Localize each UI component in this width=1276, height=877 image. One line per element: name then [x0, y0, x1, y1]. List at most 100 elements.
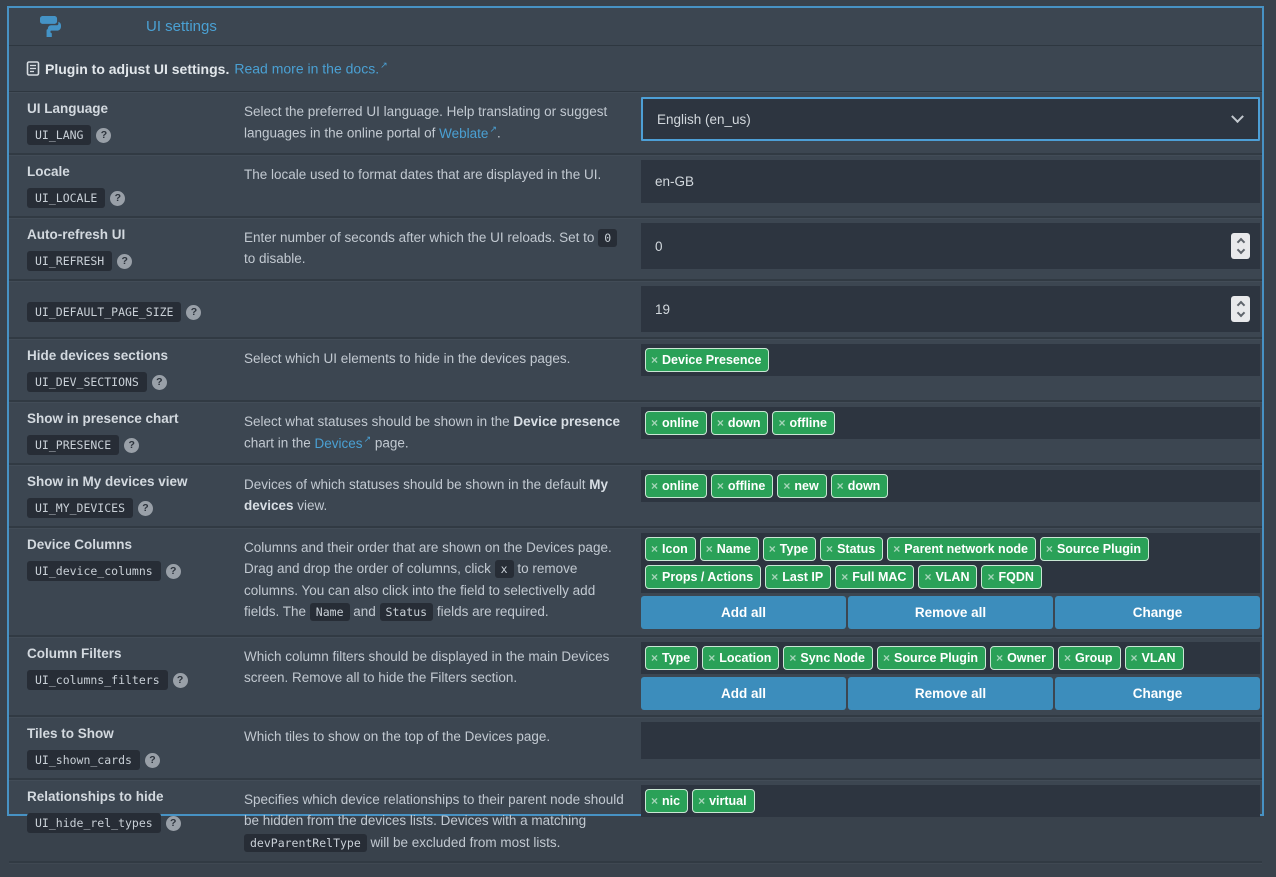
tag-remove-icon[interactable]: ×: [768, 542, 776, 556]
description-text: chart in the: [244, 435, 315, 451]
tag-remove-icon[interactable]: ×: [893, 542, 901, 556]
help-icon[interactable]: ?: [172, 672, 188, 688]
tag-remove-icon[interactable]: ×: [651, 479, 659, 493]
tag-remove-icon[interactable]: ×: [836, 479, 844, 493]
spinner-down-icon[interactable]: [1236, 245, 1245, 255]
tag-group[interactable]: × Group: [1057, 646, 1121, 670]
help-icon[interactable]: ?: [165, 815, 181, 831]
tag-remove-icon[interactable]: ×: [883, 651, 891, 665]
tag-remove-icon[interactable]: ×: [698, 794, 706, 808]
devices-link[interactable]: Devices↗: [314, 434, 372, 451]
tag-remove-icon[interactable]: ×: [651, 794, 659, 808]
change-button[interactable]: Change: [1055, 596, 1260, 629]
tag-online[interactable]: × online: [645, 411, 707, 435]
tag-device-presence[interactable]: × Device Presence: [645, 348, 770, 372]
help-icon[interactable]: ?: [165, 563, 181, 579]
change-button[interactable]: Change: [1055, 677, 1260, 710]
ui-dev-sections-tags-field[interactable]: × Device Presence: [641, 344, 1260, 376]
tag-remove-icon[interactable]: ×: [651, 353, 659, 367]
help-icon[interactable]: ?: [124, 437, 140, 453]
tag-status[interactable]: × Status: [820, 537, 884, 561]
tag-remove-icon[interactable]: ×: [651, 651, 659, 665]
tag-full-mac[interactable]: × Full MAC: [835, 565, 915, 589]
tag-owner[interactable]: × Owner: [990, 646, 1054, 670]
tag-remove-icon[interactable]: ×: [651, 542, 659, 556]
tag-offline[interactable]: × offline: [710, 474, 774, 498]
tag-type[interactable]: × Type: [762, 537, 817, 561]
tag-down[interactable]: × down: [830, 474, 889, 498]
number-spinner[interactable]: [1231, 233, 1250, 259]
tag-fqdn[interactable]: × FQDN: [981, 565, 1042, 589]
tag-props-actions[interactable]: × Props / Actions: [645, 565, 762, 589]
tag-virtual[interactable]: × virtual: [692, 789, 755, 813]
tag-remove-icon[interactable]: ×: [1130, 651, 1138, 665]
tag-remove-icon[interactable]: ×: [651, 570, 659, 584]
tag-source-plugin[interactable]: × Source Plugin: [877, 646, 987, 670]
read-docs-link[interactable]: Read more in the docs.↗: [234, 60, 387, 77]
weblate-link[interactable]: Weblate↗: [439, 124, 497, 141]
tag-label: Device Presence: [662, 353, 762, 367]
tag-remove-icon[interactable]: ×: [708, 651, 716, 665]
tag-remove-icon[interactable]: ×: [651, 416, 659, 430]
tag-remove-icon[interactable]: ×: [771, 570, 779, 584]
tag-remove-icon[interactable]: ×: [987, 570, 995, 584]
tag-parent-network-node[interactable]: × Parent network node: [887, 537, 1036, 561]
tag-source-plugin[interactable]: × Source Plugin: [1039, 537, 1149, 561]
tag-label: Icon: [662, 542, 688, 556]
settings-row-ui-device-columns: Device Columns UI_device_columns ? Colum…: [9, 528, 1262, 637]
tag-new[interactable]: × new: [777, 474, 827, 498]
tag-type[interactable]: × Type: [645, 646, 699, 670]
ui-my-devices-tags-field[interactable]: × online × offline × new × down: [641, 470, 1260, 502]
tag-remove-icon[interactable]: ×: [716, 479, 724, 493]
tag-location[interactable]: × Location: [702, 646, 780, 670]
setting-control: 19: [641, 281, 1262, 337]
tag-remove-icon[interactable]: ×: [826, 542, 834, 556]
spinner-down-icon[interactable]: [1236, 308, 1245, 318]
tag-nic[interactable]: × nic: [645, 789, 689, 813]
ui-refresh-input[interactable]: 0: [641, 223, 1260, 269]
tag-icon[interactable]: × Icon: [645, 537, 696, 561]
tag-remove-icon[interactable]: ×: [924, 570, 932, 584]
help-icon[interactable]: ?: [138, 500, 154, 516]
tag-name[interactable]: × Name: [699, 537, 759, 561]
tag-remove-icon[interactable]: ×: [789, 651, 797, 665]
description-text: Which tiles to show on the top of the De…: [244, 729, 551, 744]
remove-all-button[interactable]: Remove all: [848, 677, 1053, 710]
help-icon[interactable]: ?: [96, 127, 112, 143]
ui-default-page-size-input[interactable]: 19: [641, 286, 1260, 332]
ui-device-columns-tags-field[interactable]: × Icon × Name × Type × Status × Parent network no…: [641, 533, 1260, 593]
tag-remove-icon[interactable]: ×: [996, 651, 1004, 665]
tag-remove-icon[interactable]: ×: [705, 542, 713, 556]
ui-shown-cards-input[interactable]: [641, 722, 1260, 759]
tag-remove-icon[interactable]: ×: [778, 416, 786, 430]
ui-lang-select[interactable]: English (en_us): [641, 97, 1260, 141]
tag-down[interactable]: × down: [710, 411, 769, 435]
ui-hide-rel-types-tags-field[interactable]: × nic × virtual: [641, 785, 1260, 817]
tag-remove-icon[interactable]: ×: [783, 479, 791, 493]
number-spinner[interactable]: [1231, 296, 1250, 322]
help-icon[interactable]: ?: [151, 374, 167, 390]
ui-columns-filters-tags-field[interactable]: × Type × Location × Sync Node × Source Plugin × O…: [641, 642, 1260, 674]
tag-online[interactable]: × online: [645, 474, 707, 498]
tag-vlan[interactable]: × VLAN: [918, 565, 978, 589]
help-icon[interactable]: ?: [144, 752, 160, 768]
tag-remove-icon[interactable]: ×: [716, 416, 724, 430]
setting-description: Select which UI elements to hide in the …: [237, 339, 641, 400]
ui-locale-input[interactable]: en-GB: [641, 160, 1260, 203]
tag-remove-icon[interactable]: ×: [841, 570, 849, 584]
ui-presence-tags-field[interactable]: × online × down × offline: [641, 407, 1260, 439]
next-row-partial: [9, 863, 1262, 877]
tag-last-ip[interactable]: × Last IP: [765, 565, 832, 589]
help-icon[interactable]: ?: [186, 304, 202, 320]
tag-remove-icon[interactable]: ×: [1045, 542, 1053, 556]
tag-sync-node[interactable]: × Sync Node: [783, 646, 873, 670]
remove-all-button[interactable]: Remove all: [848, 596, 1053, 629]
add-all-button[interactable]: Add all: [641, 596, 846, 629]
help-icon[interactable]: ?: [110, 190, 126, 206]
help-icon[interactable]: ?: [117, 253, 133, 269]
tag-offline[interactable]: × offline: [772, 411, 835, 435]
tag-remove-icon[interactable]: ×: [1063, 651, 1071, 665]
add-all-button[interactable]: Add all: [641, 677, 846, 710]
read-docs-link-label: Read more in the docs.: [234, 60, 380, 77]
tag-vlan[interactable]: × VLAN: [1124, 646, 1184, 670]
